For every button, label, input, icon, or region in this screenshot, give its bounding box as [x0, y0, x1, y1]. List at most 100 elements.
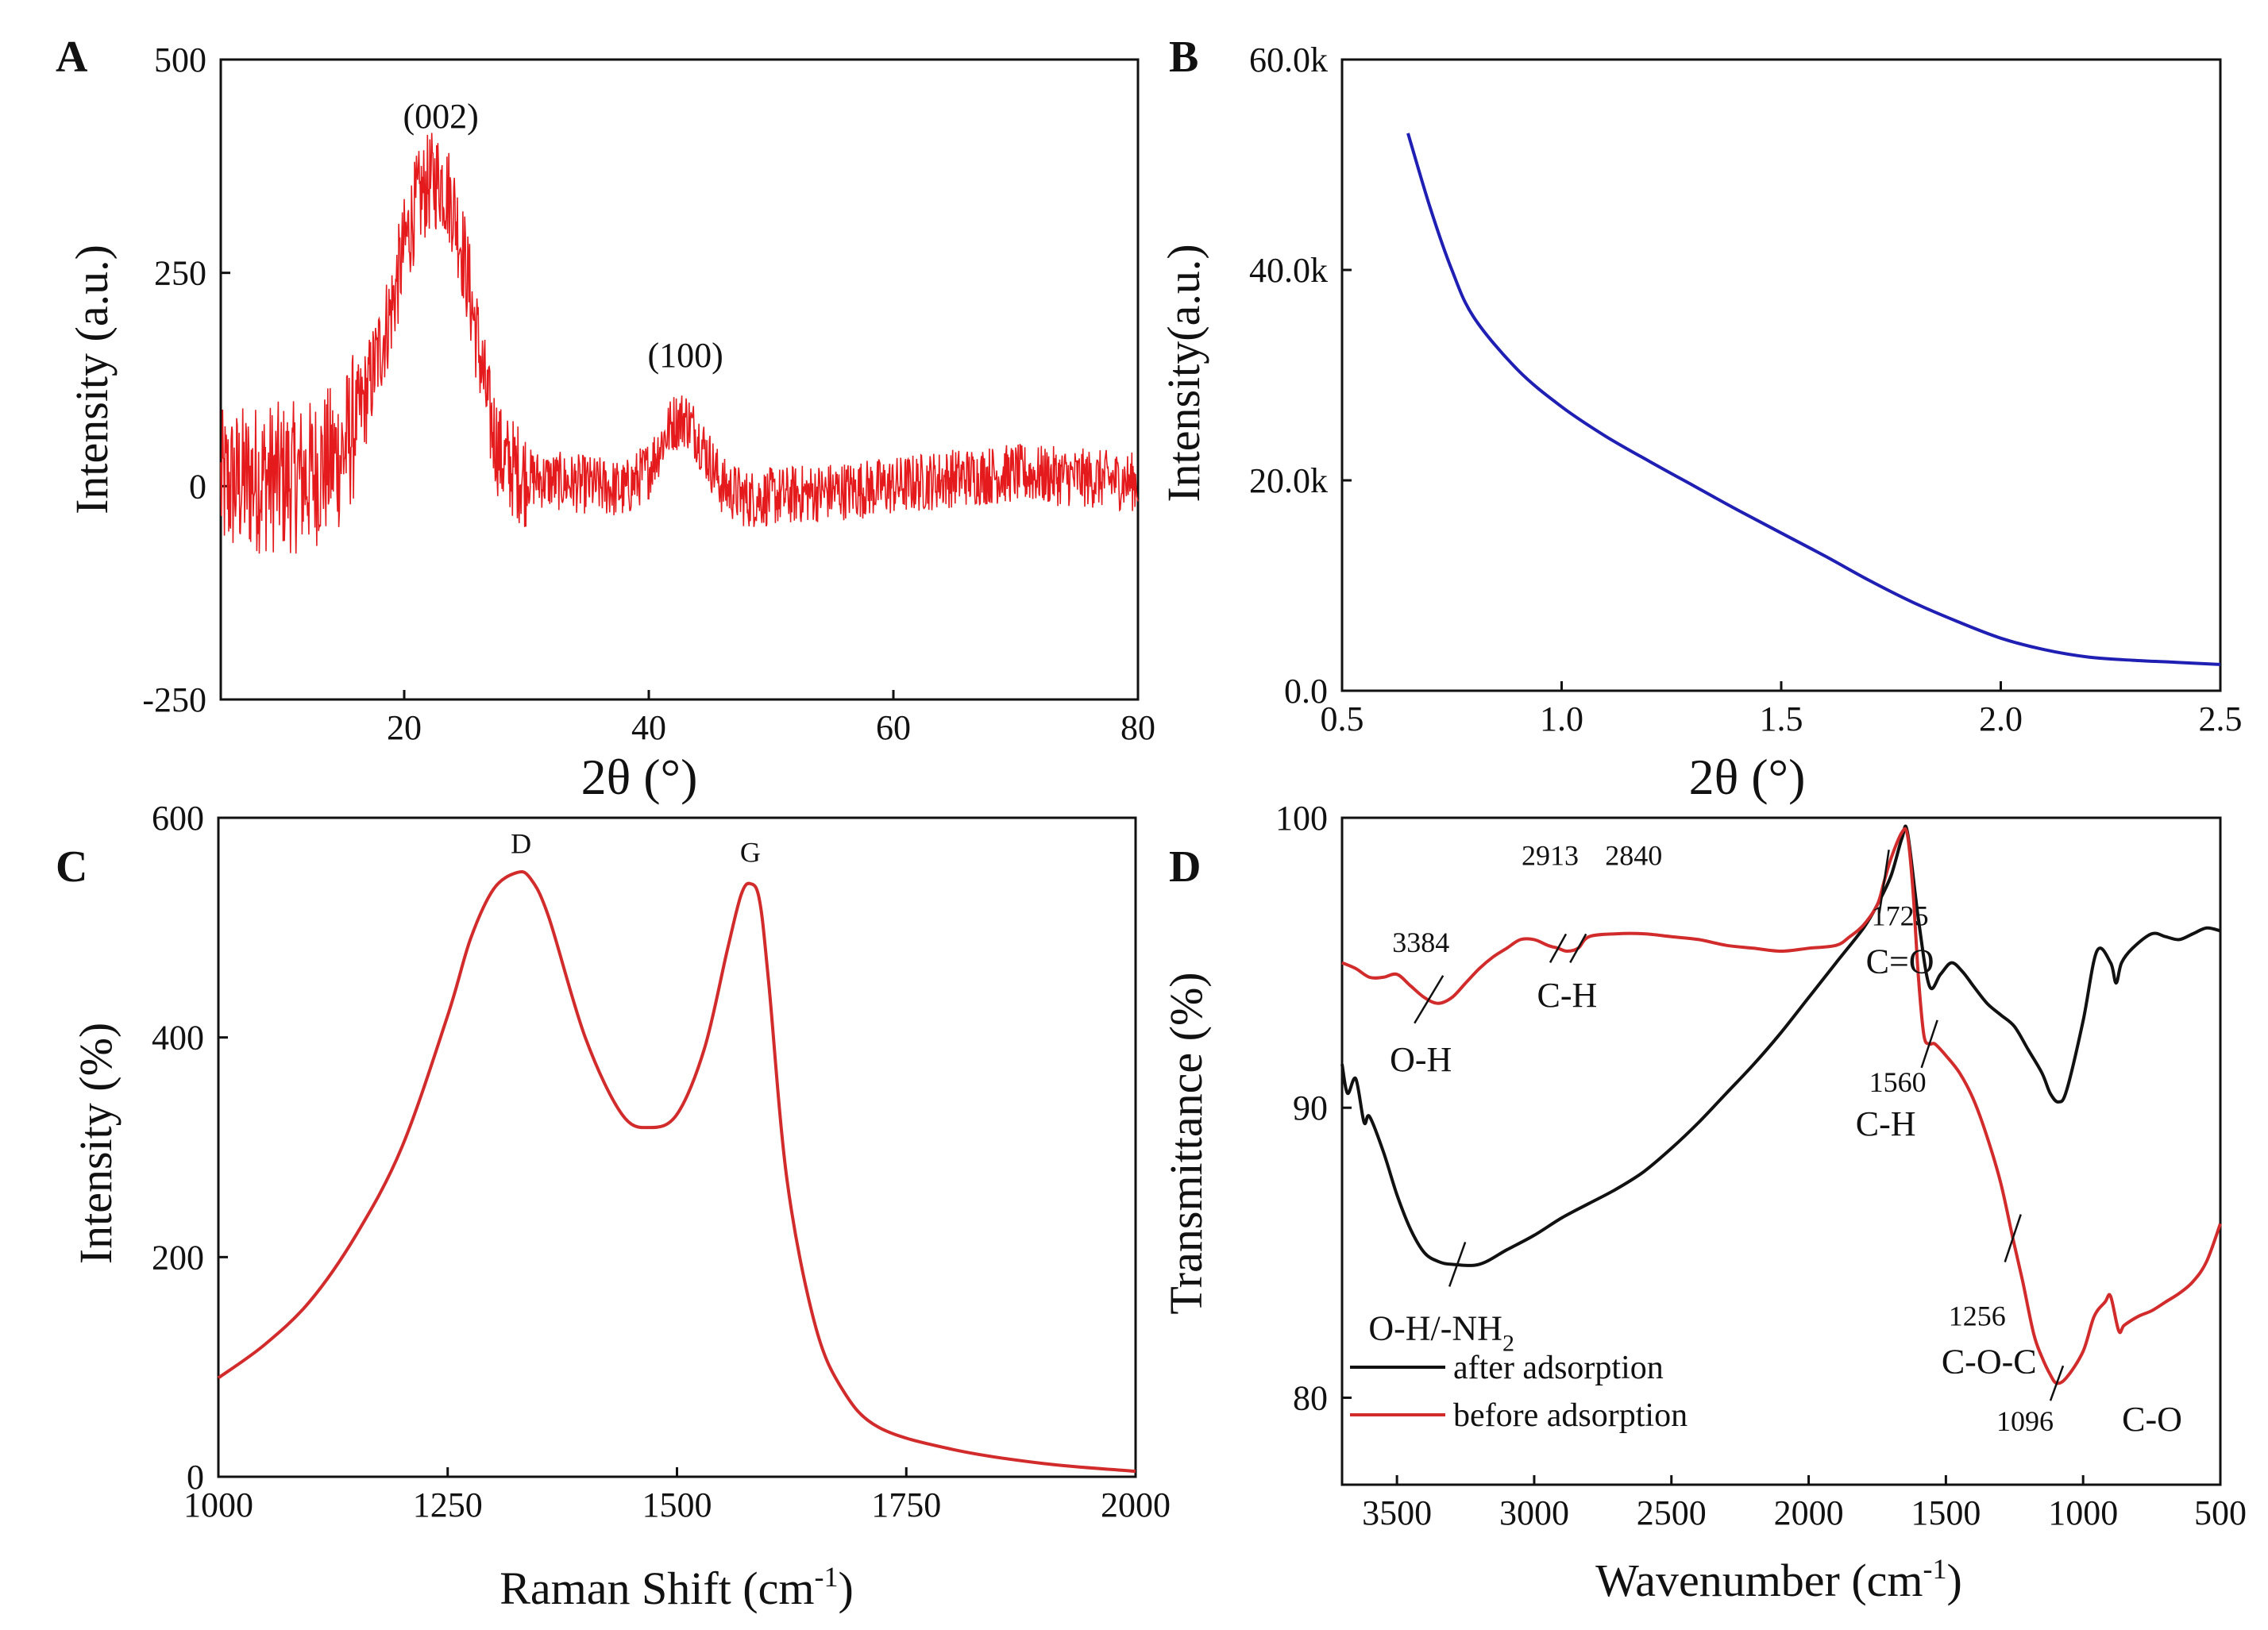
xrd-series-line: [220, 133, 1139, 554]
panel-label-c: C: [56, 842, 87, 892]
y-axis-title-a: Intensity (a.u.): [66, 245, 118, 514]
x-tick-label: 2500: [1637, 1493, 1707, 1532]
panel-label-d: D: [1169, 842, 1201, 892]
panel-label-b: B: [1169, 33, 1198, 82]
raman-series-line: [217, 869, 1136, 1474]
peak-label: (002): [403, 97, 479, 136]
x-tick-label: 1500: [642, 1485, 712, 1524]
y-tick-label: -250: [142, 680, 206, 719]
series-c: [217, 869, 1136, 1474]
peak-wavenumber-label: 3384: [1392, 927, 1449, 958]
x-tick-label: 80: [1120, 708, 1155, 747]
x-tick-label: 1000: [183, 1485, 253, 1524]
saxs-series-line: [1406, 133, 2221, 666]
after-adsorption-line: [1340, 824, 2221, 1267]
y-tick-label: 80: [1293, 1378, 1328, 1417]
ticks-a: 20 40 60 80 -250 0 250 500: [142, 40, 1155, 747]
annotations-d: 3384 O-H 2913 2840 C-H 1725 C=O 1560 C-H 1256 C-O-…: [1368, 839, 2182, 1439]
x-tick-label: 20: [387, 708, 422, 747]
panel-label-a: A: [56, 33, 88, 82]
plot-frame-a: [219, 58, 1140, 701]
x-tick-label: 40: [631, 708, 666, 747]
y-tick-label: 250: [154, 254, 206, 293]
series-b: [1406, 133, 2221, 666]
peak-label: (100): [648, 336, 723, 375]
y-axis-title-c: Intensity (%): [70, 1023, 122, 1264]
x-tick-label: 0.5: [1321, 699, 1364, 738]
plot-frame-c: [217, 816, 1137, 1478]
x-tick-label: 500: [2194, 1493, 2247, 1532]
annotations-a: (002) (100): [403, 97, 723, 375]
peak-wavenumber-label: 1256: [1949, 1301, 2006, 1332]
legend-label: before adsorption: [1453, 1397, 1688, 1434]
x-tick-label: 2.0: [1979, 699, 2023, 738]
raman-band-label: D: [511, 827, 531, 859]
peak-leader-line: [1920, 1019, 1938, 1069]
ticks-d: 3500 3000 2500 2000 1500 1000 500 80 90 100: [1275, 799, 2247, 1532]
ticks-b: 0.5 1.0 1.5 2.0 2.5 0.0 20.0k 40.0k 60.0k: [1249, 40, 2243, 738]
y-tick-label: 400: [152, 1019, 204, 1058]
peak-wavenumber-label: 1096: [1996, 1405, 2054, 1437]
functional-group-label: C-O: [2122, 1400, 2182, 1439]
y-tick-label: 60.0k: [1249, 40, 1328, 79]
y-tick-label: 0: [187, 1458, 204, 1497]
y-tick-label: 40.0k: [1249, 251, 1328, 290]
x-tick-label: 1750: [871, 1485, 941, 1524]
functional-group-label: C=O: [1866, 942, 1934, 981]
plot-frame-d: [1340, 816, 2222, 1486]
functional-group-label: C-H: [1537, 976, 1598, 1015]
peak-leader-line: [1414, 975, 1444, 1024]
peak-leader-line: [1569, 933, 1587, 963]
functional-group-label: C-O-C: [1942, 1343, 2037, 1381]
y-tick-label: 0: [189, 467, 206, 506]
series-a: [220, 133, 1139, 554]
peak-leader-line: [2049, 1365, 2065, 1401]
y-tick-label: 500: [154, 40, 206, 79]
x-tick-label: 60: [876, 708, 911, 747]
before-adsorption-line: [1341, 827, 2222, 1385]
functional-group-label: O-H: [1390, 1040, 1452, 1079]
y-axis-title-d: Transmittance (%): [1160, 972, 1212, 1314]
peak-wavenumber-label: 1725: [1872, 900, 1929, 931]
y-tick-label: 600: [152, 799, 204, 838]
peak-leader-line: [1448, 1242, 1467, 1287]
y-tick-label: 200: [152, 1238, 204, 1277]
x-tick-label: 2000: [1101, 1485, 1171, 1524]
x-tick-label: 1250: [413, 1485, 483, 1524]
x-axis-title-b: 2θ (°): [1689, 749, 1806, 805]
ticks-c: 1000 1250 1500 1750 2000 0 200 400 600: [152, 799, 1171, 1524]
y-tick-label: 100: [1275, 799, 1328, 838]
plot-frame-b: [1340, 58, 2222, 692]
peak-leader-line: [1878, 850, 1890, 914]
peak-wavenumber-label: 2913: [1522, 839, 1579, 871]
panel-b: B 0.5 1.0 1.5 2.0 2.5 0.0 20.0k 40.0k 60.0k 2θ (…: [1158, 33, 2243, 805]
x-tick-label: 2000: [1774, 1493, 1844, 1532]
raman-band-label: G: [740, 836, 761, 868]
x-tick-label: 3000: [1499, 1493, 1569, 1532]
x-axis-title-d: Wavenumber (cm-1): [1595, 1553, 1962, 1606]
x-tick-label: 1.0: [1540, 699, 1583, 738]
functional-group-label: C-H: [1856, 1104, 1916, 1143]
legend-label: after adsorption: [1453, 1350, 1664, 1386]
y-tick-label: 90: [1293, 1089, 1328, 1127]
y-tick-label: 20.0k: [1249, 461, 1328, 500]
peak-leader-line: [2004, 1214, 2022, 1262]
x-axis-title-a: 2θ (°): [581, 749, 698, 805]
peak-wavenumber-label: 2840: [1605, 839, 1662, 871]
y-tick-label: 0.0: [1284, 672, 1328, 711]
x-tick-label: 1500: [1911, 1493, 1981, 1532]
legend-d: after adsorption before adsorption: [1350, 1350, 1688, 1434]
series-d: [1340, 824, 2222, 1385]
panel-d: D 3500 3000 2500 2000 1500 1000 500 80 90 100 338…: [1160, 799, 2247, 1606]
peak-leader-line: [1549, 933, 1568, 963]
y-axis-title-b: Intensity(a.u.): [1158, 244, 1209, 502]
x-tick-label: 1000: [2048, 1493, 2118, 1532]
peak-wavenumber-label: 1560: [1869, 1066, 1927, 1098]
x-tick-label: 3500: [1362, 1493, 1432, 1532]
x-axis-title-c: Raman Shift (cm-1): [499, 1561, 854, 1614]
x-tick-label: 1.5: [1760, 699, 1803, 738]
